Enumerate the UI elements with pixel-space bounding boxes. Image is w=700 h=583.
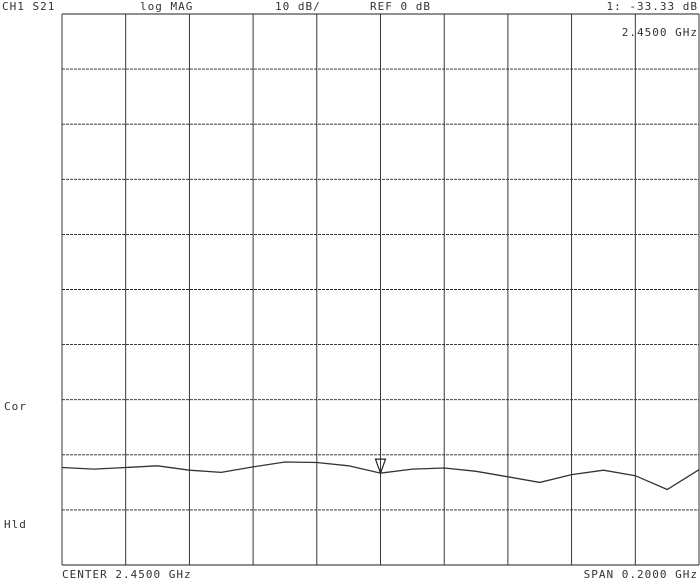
scale-label: 10 dB/: [275, 0, 321, 13]
status-cor: Cor: [4, 400, 27, 413]
channel-label: CH1 S21: [2, 0, 55, 13]
format-label: log MAG: [140, 0, 193, 13]
status-hld: Hld: [4, 518, 27, 531]
marker-frequency: 2.4500 GHz: [622, 26, 698, 39]
span-label: SPAN 0.2000 GHz: [584, 568, 698, 581]
marker: [374, 458, 387, 475]
center-label: CENTER 2.4500 GHz: [62, 568, 192, 581]
reference-label: REF 0 dB: [370, 0, 431, 13]
marker-readout: 1: -33.33 dB: [607, 0, 698, 13]
